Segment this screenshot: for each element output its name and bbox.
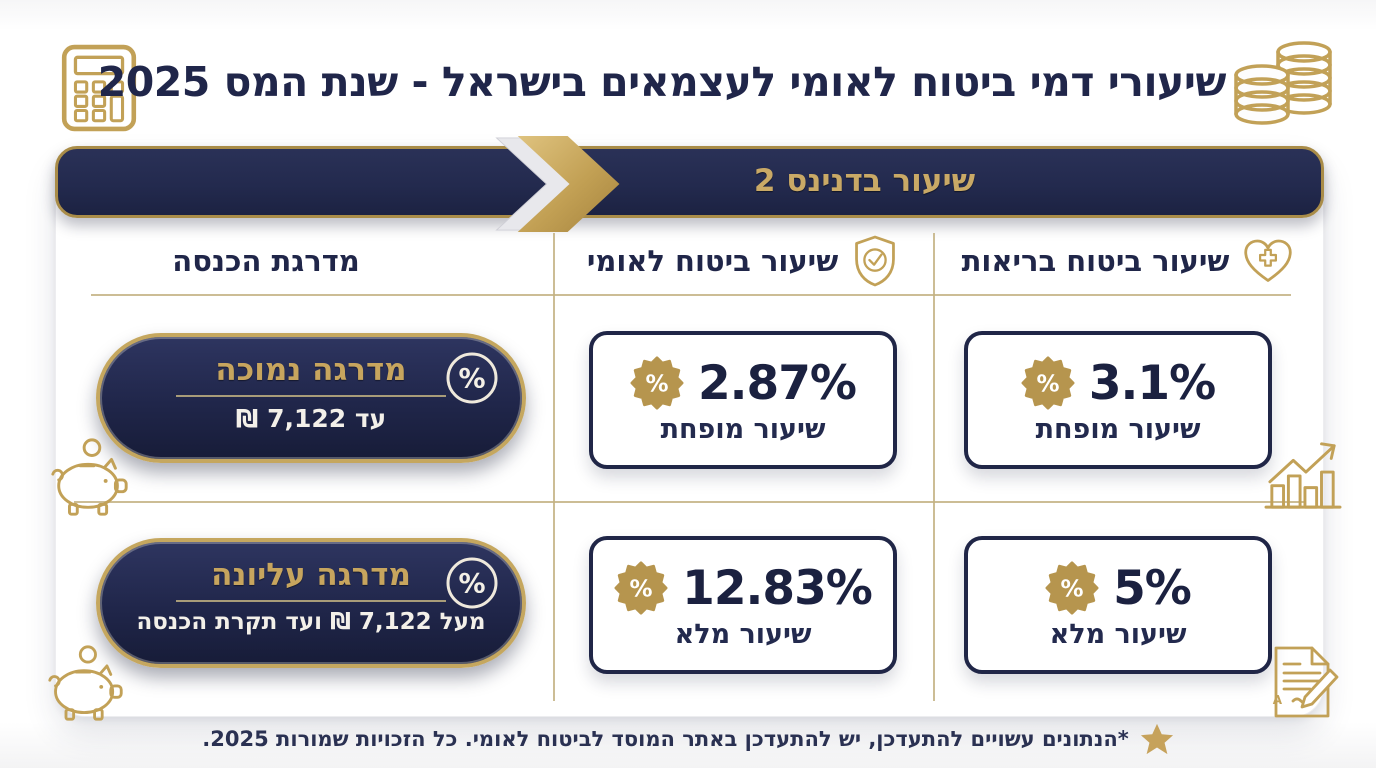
coins-icon bbox=[1234, 40, 1338, 138]
bracket-range: מעל 7,122 ₪ ועד תקרת הכנסה bbox=[136, 609, 486, 635]
piggy-bank-icon bbox=[42, 644, 130, 724]
shield-check-icon bbox=[851, 234, 899, 288]
rate-card-national-low: % 2.87% שיעור מופחת bbox=[589, 331, 897, 469]
percent-circle-icon: % bbox=[444, 555, 500, 611]
header-underline bbox=[91, 294, 1291, 296]
rate-label: שיעור מופחת bbox=[1035, 413, 1201, 445]
percent-glyph: % bbox=[458, 364, 485, 395]
rate-value: 2.87% bbox=[697, 355, 857, 411]
page-title: שיעורי דמי ביטוח לאומי לעצמאים בישראל - … bbox=[97, 58, 1227, 106]
column-divider-2 bbox=[933, 233, 935, 701]
rate-value: 5% bbox=[1113, 560, 1192, 616]
footer-note: *הנתונים עשויים להתעדכן, יש להתעדכן באתר… bbox=[202, 727, 1129, 751]
rate-label: שיעור מלא bbox=[1049, 618, 1187, 650]
piggy-bank-icon bbox=[46, 436, 134, 520]
rate-card-health-upper: % 5% שיעור מלא bbox=[964, 536, 1272, 674]
percent-glyph: % bbox=[458, 569, 485, 600]
main-card: שיעור בדנינס 2 מדרגת הכנסה bbox=[55, 136, 1324, 717]
bracket-title: מדרגה נמוכה bbox=[215, 352, 407, 388]
rate-card-health-low: % 3.1% שיעור מופחת bbox=[964, 331, 1272, 469]
rate-label: שיעור מלא bbox=[674, 618, 812, 650]
income-header-label: מדרגת הכנסה bbox=[172, 244, 360, 278]
percent-circle-icon: % bbox=[444, 350, 500, 406]
column-header-national: שיעור ביטוח לאומי bbox=[553, 232, 933, 290]
bracket-range: עד 7,122 ₪ bbox=[235, 404, 387, 433]
column-header-income: מדרגת הכנסה bbox=[86, 232, 446, 290]
rate-card-national-upper: % 12.83% שיעור מלא bbox=[589, 536, 897, 674]
bracket-pill-upper: % מדרגה עליונה מעל 7,122 ₪ ועד תקרת הכנס… bbox=[96, 538, 526, 668]
heart-plus-icon bbox=[1242, 237, 1294, 285]
percent-glyph: % bbox=[1036, 372, 1059, 398]
bracket-divider bbox=[176, 600, 446, 602]
percent-glyph: % bbox=[630, 577, 653, 603]
rate-value: 12.83% bbox=[682, 560, 873, 616]
seal-percent-icon: % bbox=[630, 356, 684, 410]
rate-value: 3.1% bbox=[1088, 355, 1216, 411]
health-header-label: שיעור ביטוח בריאות bbox=[961, 244, 1230, 278]
seal-percent-icon: % bbox=[1045, 561, 1099, 615]
seal-percent-icon: % bbox=[614, 561, 668, 615]
column-header-health: שיעור ביטוח בריאות bbox=[933, 232, 1323, 290]
column-divider-1 bbox=[553, 233, 555, 701]
bracket-pill-low: % מדרגה נמוכה עד 7,122 ₪ bbox=[96, 333, 526, 463]
contract-icon: A bbox=[1266, 642, 1344, 722]
bracket-divider bbox=[176, 395, 446, 397]
seal-percent-icon: % bbox=[1021, 356, 1075, 410]
percent-glyph: % bbox=[1061, 577, 1084, 603]
svg-text:A: A bbox=[1273, 693, 1283, 707]
banner-label: שיעור בדנינס 2 bbox=[753, 163, 976, 199]
banner: שיעור בדנינס 2 bbox=[55, 146, 1324, 218]
chevron-icon bbox=[488, 136, 653, 232]
rate-label: שיעור מופחת bbox=[660, 413, 826, 445]
bracket-title: מדרגה עליונה bbox=[211, 557, 411, 593]
row-divider bbox=[74, 501, 1305, 503]
footer: *הנתונים עשויים להתעדכן, יש להתעדכן באתר… bbox=[0, 722, 1376, 756]
national-header-label: שיעור ביטוח לאומי bbox=[586, 244, 839, 278]
growth-chart-icon bbox=[1262, 437, 1344, 511]
calculator-icon bbox=[58, 44, 140, 132]
percent-glyph: % bbox=[645, 372, 668, 398]
star-icon bbox=[1140, 722, 1174, 756]
